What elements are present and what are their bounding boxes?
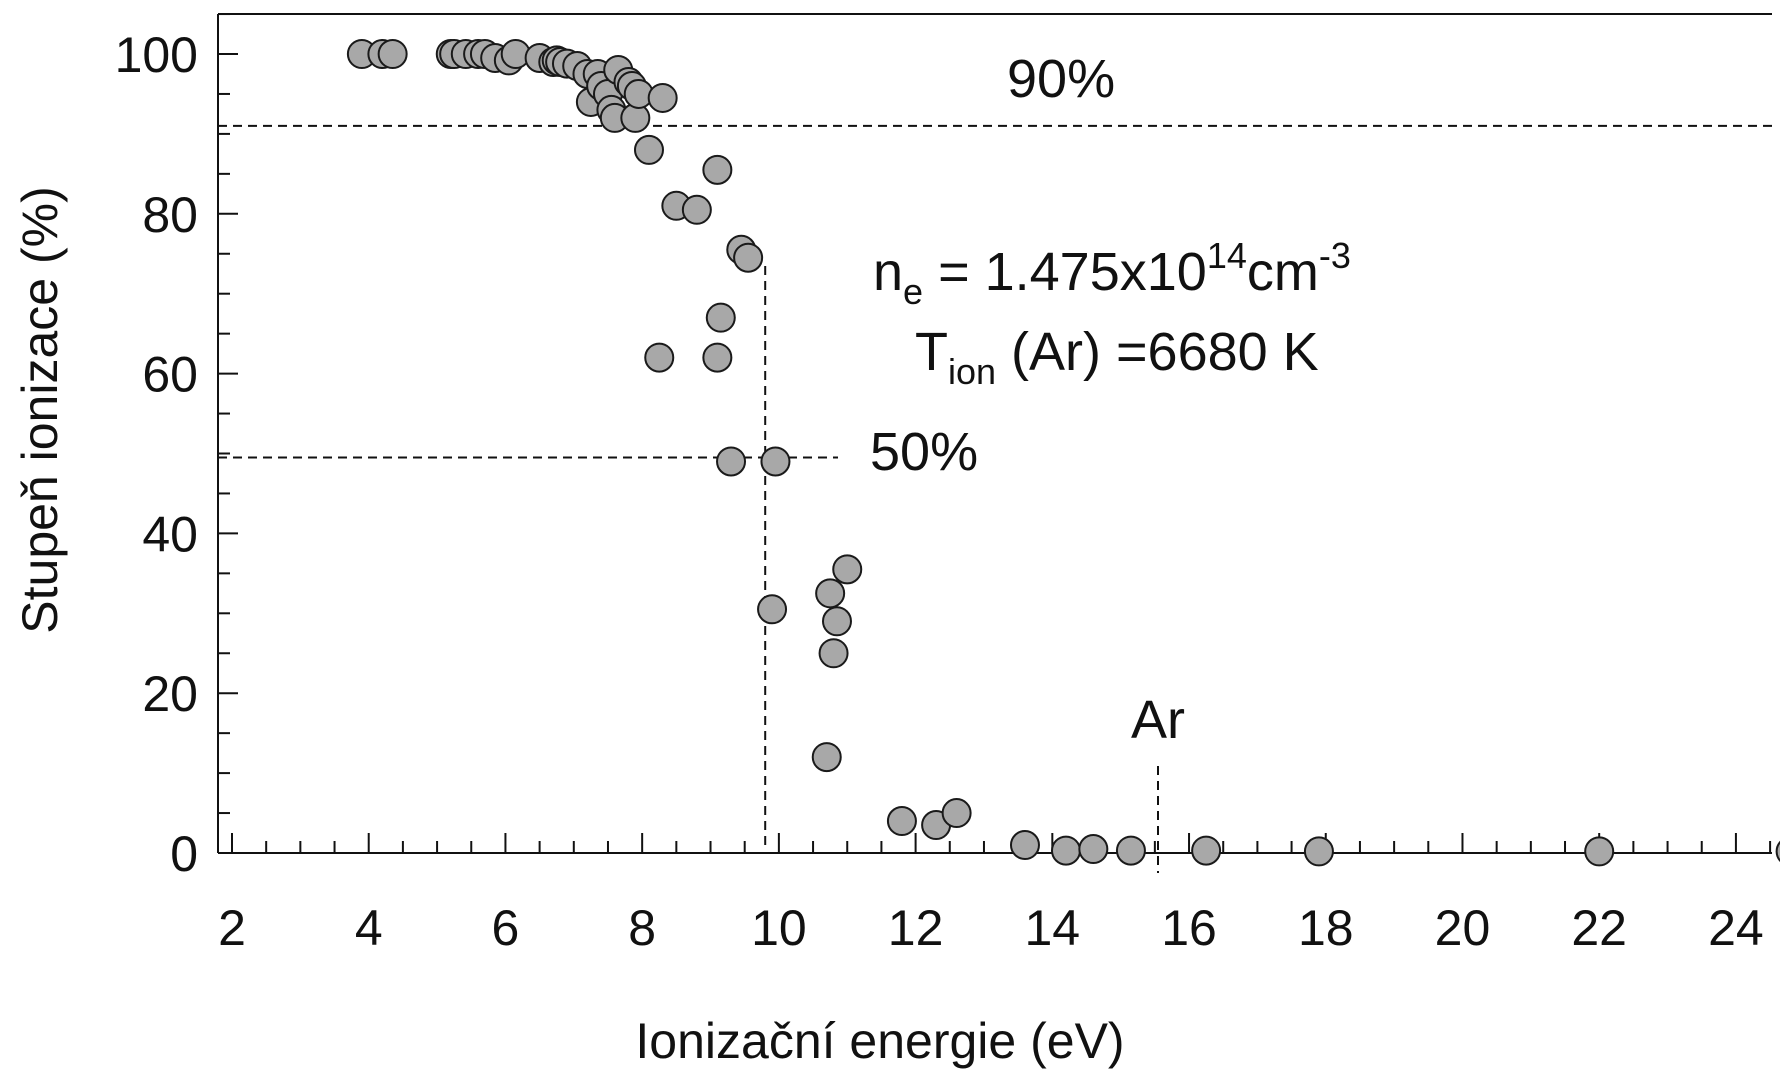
ne-unit-exponent: -3	[1319, 235, 1351, 276]
data-point	[886, 806, 917, 837]
data-point	[716, 446, 747, 477]
data-point	[377, 39, 408, 69]
x-tick-label: 2	[218, 900, 246, 956]
data-point	[1191, 835, 1222, 866]
tion-value: (Ar) =6680 K	[996, 322, 1319, 382]
data-point	[644, 342, 675, 373]
data-point	[821, 606, 852, 637]
data-point	[760, 446, 791, 477]
x-tick-label: 10	[751, 900, 807, 956]
y-tick-label: 60	[142, 347, 198, 403]
data-point	[1115, 835, 1146, 866]
y-tick-label: 0	[170, 826, 198, 882]
reference-lines	[218, 124, 1772, 873]
data-point	[811, 742, 842, 773]
x-tick-label: 16	[1161, 900, 1217, 956]
x-tick-label: 4	[355, 900, 383, 956]
data-point	[757, 594, 788, 625]
y-axis-title: Stupeň ionizace (%)	[12, 186, 68, 633]
plot-frame	[217, 13, 1772, 854]
annotation-electron-density: ne = 1.475x1014cm-3	[873, 235, 1351, 312]
y-tick-label: 40	[142, 506, 198, 562]
data-point	[702, 154, 733, 185]
x-tick-label: 20	[1435, 900, 1491, 956]
x-tick-label: 14	[1025, 900, 1081, 956]
data-point	[1078, 834, 1109, 865]
x-axis-title: Ionizační energie (eV)	[635, 1013, 1124, 1069]
data-point	[818, 638, 849, 669]
x-tick-label: 24	[1708, 900, 1764, 956]
y-tick-label: 20	[142, 666, 198, 722]
tion-subscript: ion	[948, 351, 996, 392]
data-point	[1775, 840, 1780, 863]
x-tick-label: 22	[1571, 900, 1627, 956]
ne-subscript: e	[903, 271, 923, 312]
data-point	[702, 342, 733, 373]
annotation-ion-temperature: Tion (Ar) =6680 K	[915, 322, 1319, 392]
ne-exponent: 14	[1207, 235, 1247, 276]
ne-value: = 1.475x10	[923, 242, 1207, 302]
data-point	[1303, 836, 1334, 867]
data-point	[1050, 835, 1081, 866]
data-point	[647, 82, 678, 113]
data-point	[1009, 830, 1040, 861]
annotation-argon: Ar	[1131, 690, 1185, 750]
tion-symbol: T	[915, 322, 948, 382]
ne-unit: cm	[1247, 242, 1319, 302]
ne-symbol: n	[873, 242, 903, 302]
x-tick-label: 6	[492, 900, 520, 956]
x-tick-label: 18	[1298, 900, 1354, 956]
x-tick-label: 12	[888, 900, 944, 956]
annotation-50-percent: 50%	[870, 422, 978, 482]
y-tick-label: 100	[115, 27, 198, 83]
data-point	[733, 242, 764, 273]
data-point	[681, 194, 712, 225]
annotation-90-percent: 90%	[1007, 49, 1115, 109]
data-point	[1584, 836, 1615, 867]
data-point	[705, 302, 736, 333]
data-points	[346, 39, 1780, 867]
y-tick-label: 80	[142, 187, 198, 243]
data-point	[832, 554, 863, 585]
data-point	[815, 578, 846, 609]
x-tick-label: 8	[628, 900, 656, 956]
data-point	[941, 798, 972, 829]
data-point	[633, 134, 664, 165]
